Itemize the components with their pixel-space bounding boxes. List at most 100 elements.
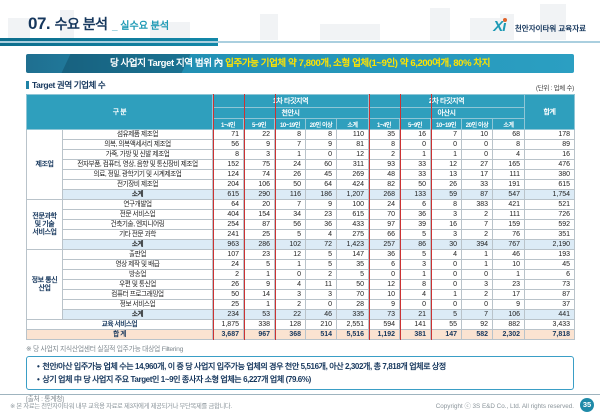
value-cell: 106: [243, 179, 275, 190]
value-cell: 5: [305, 259, 337, 270]
row-label-cell: 전기장비 제조업: [62, 179, 213, 190]
value-cell: 2,551: [335, 319, 370, 330]
value-cell: 35: [368, 129, 401, 140]
value-cell: 1,423: [335, 239, 370, 250]
value-cell: 73: [368, 309, 401, 320]
value-cell: 27: [461, 159, 494, 170]
value-cell: 2: [274, 299, 306, 310]
row-label-cell: 소계: [62, 309, 213, 320]
col-header-total: 합계: [524, 94, 576, 130]
value-cell: 72: [305, 239, 337, 250]
value-cell: 5: [274, 229, 306, 240]
value-cell: 35: [335, 259, 370, 270]
value-cell: 89: [524, 139, 576, 150]
value-cell: 441: [524, 309, 576, 320]
value-cell: 154: [243, 209, 275, 220]
bullet-icon: •: [37, 362, 40, 371]
value-cell: 87: [461, 189, 494, 200]
value-cell: 71: [212, 129, 244, 140]
value-cell: 1,754: [524, 189, 576, 200]
value-cell: 0: [399, 139, 432, 150]
value-cell: 81: [335, 139, 370, 150]
value-cell: 13: [430, 169, 463, 180]
col-header-size: 5~9인: [243, 118, 275, 130]
value-cell: 0: [430, 269, 463, 280]
logo-dot-icon: [503, 18, 508, 22]
value-cell: 107: [212, 249, 244, 260]
value-cell: 73: [524, 279, 576, 290]
value-cell: 147: [335, 249, 370, 260]
value-cell: 16: [524, 149, 576, 160]
value-cell: 592: [524, 219, 576, 230]
value-cell: 0: [461, 139, 494, 150]
value-cell: 16: [399, 129, 432, 140]
value-cell: 56: [274, 219, 306, 230]
value-cell: 6: [524, 269, 576, 280]
value-cell: 269: [335, 169, 370, 180]
value-cell: 133: [399, 189, 432, 200]
value-cell: 335: [335, 309, 370, 320]
value-cell: 9: [243, 139, 275, 150]
value-cell: 0: [274, 269, 306, 280]
value-cell: 10: [461, 129, 494, 140]
brand-logo: Xi 천안자이타워 교육자료: [493, 18, 586, 36]
value-cell: 74: [243, 169, 275, 180]
col-header-size: 5~9인: [399, 118, 432, 130]
value-cell: 21: [399, 309, 432, 320]
table-row: 소계 234 53 22 46 335 73 21 5 7 106 441: [27, 309, 576, 320]
value-cell: 0: [305, 149, 337, 160]
table-row: 영상 제작 및 배급 24 5 1 5 35 6 3 0 1 10 45: [27, 259, 576, 270]
row-label-cell: 출판업: [62, 249, 213, 260]
row-label-cell: 가죽, 가방 및 신발 제조업: [62, 149, 213, 160]
value-cell: 582: [461, 329, 494, 340]
value-cell: 767: [492, 239, 526, 250]
note-item: • 상기 업체 中 당 사업지 주요 Target인 1~9인 종사자 소형 업체…: [37, 373, 563, 386]
value-cell: 615: [212, 189, 244, 200]
value-cell: 726: [524, 209, 576, 220]
row-label-cell: 소계: [62, 189, 213, 200]
xi-logo-icon: Xi: [493, 18, 506, 35]
bullet-icon: •: [37, 375, 40, 384]
value-cell: 8: [368, 139, 401, 150]
company-count-table: 구 분 1차 타깃지역 2차 타깃지역 합계 천안시 아산시 1~4인 5~9인…: [26, 94, 576, 340]
value-cell: 159: [492, 219, 526, 230]
value-cell: 45: [305, 169, 337, 180]
footer-disclaimer: ※ 본 자료는 천안자이타워 내부 교육용 자료로 제3자에게 제공되거나 무단…: [10, 403, 232, 410]
value-cell: 92: [461, 319, 494, 330]
caption-tick-icon: [26, 81, 29, 89]
value-cell: 615: [335, 209, 370, 220]
table-row: 전문 서비스업 404 154 34 23 615 70 36 3 2 111 726: [27, 209, 576, 220]
value-cell: 8: [274, 129, 306, 140]
value-cell: 5: [305, 249, 337, 260]
value-cell: 1,875: [212, 319, 244, 330]
source-label: [출처 : 통계청]: [26, 396, 64, 403]
value-cell: 45: [524, 259, 576, 270]
value-cell: 9: [243, 279, 275, 290]
value-cell: 8: [492, 139, 526, 150]
value-cell: 46: [492, 249, 526, 260]
value-cell: 514: [305, 329, 337, 340]
value-cell: 5,516: [335, 329, 370, 340]
value-cell: 110: [335, 129, 370, 140]
slide-header: 07. 수요 분석 _ 실수요 분석 Xi 천안자이타워 교육자료: [0, 0, 600, 46]
value-cell: 8: [430, 199, 463, 210]
col-header-city2: 아산시: [368, 107, 526, 119]
table-row: 교육 서비스업 1,875 338 128 210 2,551 594 141 55 92 882 3…: [26, 319, 576, 330]
value-cell: 241: [212, 229, 244, 240]
value-cell: 268: [368, 189, 401, 200]
value-cell: 64: [212, 199, 244, 210]
value-cell: 33: [399, 159, 432, 170]
value-cell: 7: [274, 139, 306, 150]
value-cell: 16: [430, 219, 463, 230]
value-cell: 7: [461, 309, 494, 320]
table-row: 우편 및 통신업 26 9 4 11 50 12 8 0 3 23 73: [27, 279, 576, 290]
table-row: 전자부품, 컴퓨터, 영상, 음향 및 통신장비 제조업 152 75 24 60 311…: [27, 159, 576, 170]
slide-footer: ※ 본 자료는 천안자이타워 내부 교육용 자료로 제3자에게 제공되거나 무단…: [0, 394, 600, 415]
value-cell: 1: [243, 299, 275, 310]
group-label-cell: 정보 통신 산업: [26, 249, 63, 320]
value-cell: 116: [274, 189, 306, 200]
value-cell: 5: [243, 259, 275, 270]
value-cell: 34: [274, 209, 306, 220]
table-footnote: ※ 당 사업지 지식산업센터 실질적 입주가능 대상업 Filtering: [26, 346, 184, 353]
